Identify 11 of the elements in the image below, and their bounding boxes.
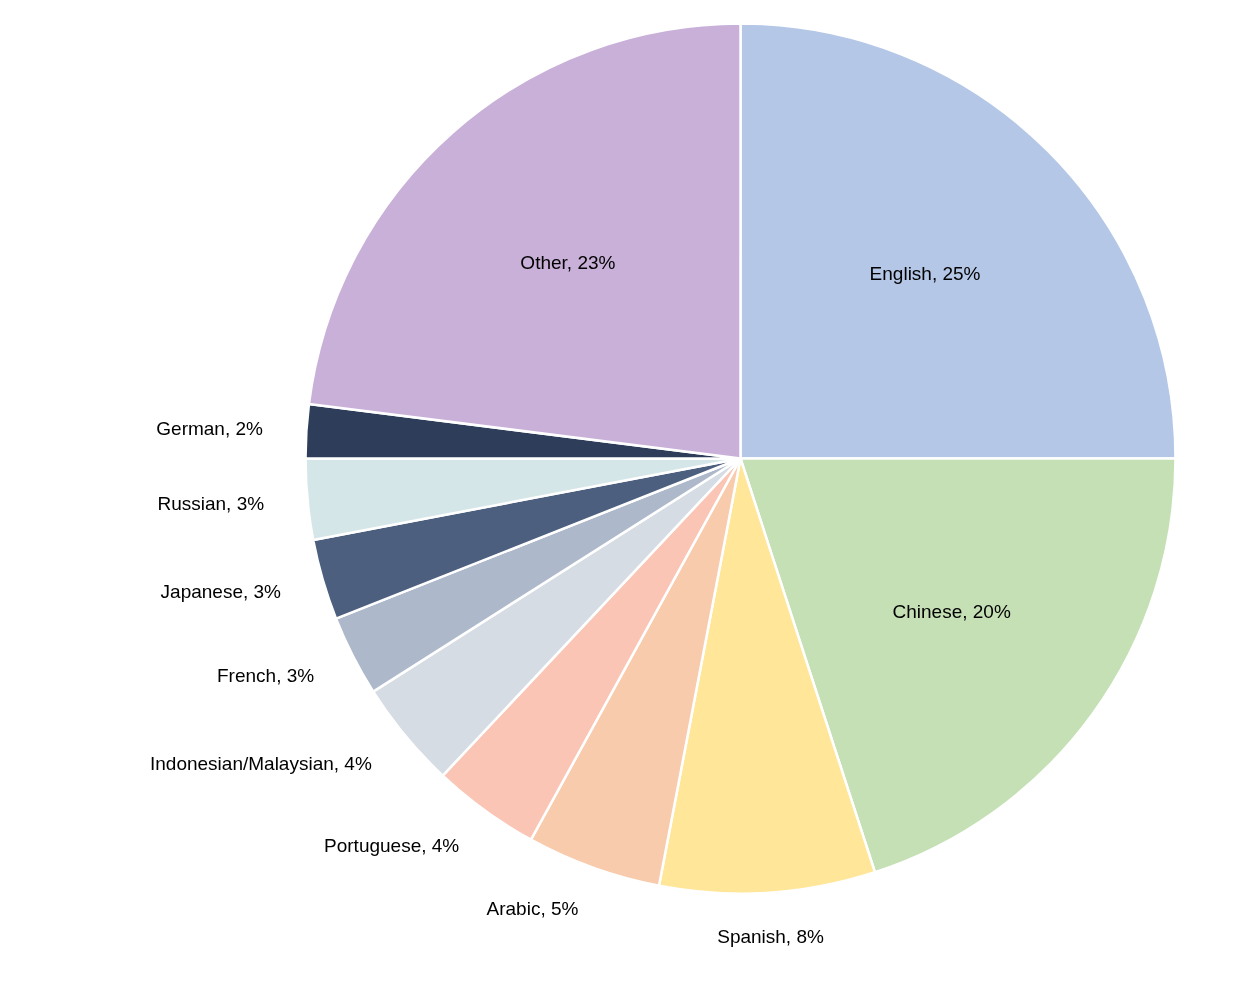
slice-label: Arabic, 5%: [486, 898, 579, 920]
slice-label: Spanish, 8%: [717, 925, 824, 947]
slice-label: English, 25%: [869, 263, 981, 285]
slice-label: Portuguese, 4%: [324, 835, 460, 857]
slice-label: Russian, 3%: [157, 493, 265, 515]
slice-label: Indonesian/Malaysian, 4%: [150, 753, 372, 775]
slice-label: Chinese, 20%: [892, 601, 1011, 623]
slice-label: Other, 23%: [520, 252, 616, 274]
slice-label: French, 3%: [217, 665, 315, 687]
slice-label: German, 2%: [156, 417, 264, 439]
slice-label: Japanese, 3%: [160, 581, 282, 603]
